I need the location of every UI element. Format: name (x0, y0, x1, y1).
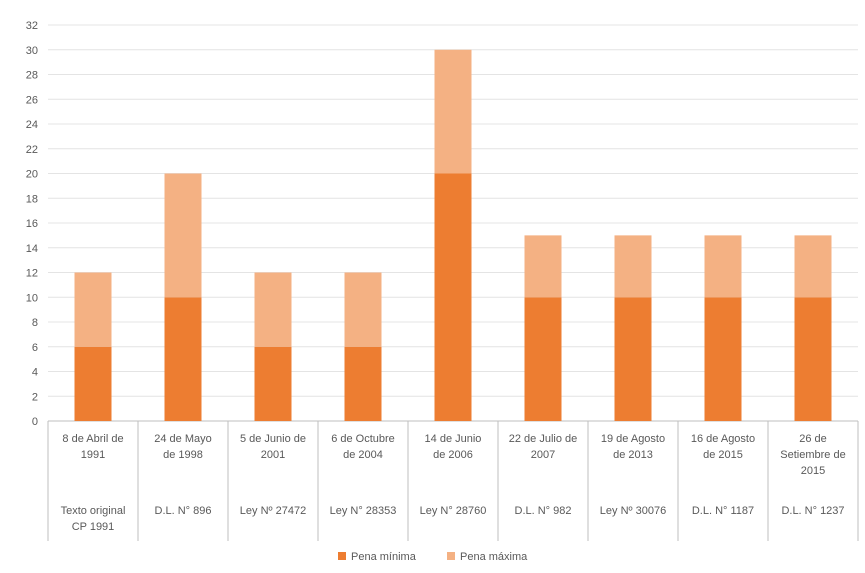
bar-segment (74, 272, 112, 347)
category-date-label: de 2013 (613, 449, 653, 461)
bar-segment (704, 235, 742, 298)
y-tick-label: 24 (26, 119, 38, 131)
category-date-label: 24 de Mayo (154, 433, 211, 445)
category-law-label: D.L. N° 896 (155, 505, 212, 517)
bar-segment (254, 272, 292, 347)
legend-label: Pena máxima (460, 551, 528, 563)
category-date-label: 8 de Abril de (62, 433, 123, 445)
category-date-label: de 1998 (163, 449, 203, 461)
category-date-label: 2001 (261, 449, 285, 461)
bar-segment (344, 272, 382, 347)
bars (74, 49, 832, 421)
category-law-label: D.L. N° 1187 (692, 505, 754, 517)
y-tick-label: 14 (26, 243, 38, 255)
y-tick-label: 0 (32, 416, 38, 428)
y-tick-label: 12 (26, 268, 38, 280)
bar-segment (434, 173, 472, 421)
legend: Pena mínima Pena máxima (338, 551, 528, 563)
category-date-label: de 2006 (433, 449, 473, 461)
y-tick-label: 30 (26, 45, 38, 57)
y-tick-label: 4 (32, 367, 38, 379)
bar-segment (704, 297, 742, 421)
category-date-label: 14 de Junio (425, 433, 482, 445)
category-law-label: Ley N° 28353 (330, 505, 397, 517)
category-date-label: 2007 (531, 449, 555, 461)
y-tick-label: 22 (26, 144, 38, 156)
category-date-label: de 2004 (343, 449, 383, 461)
category-law-label: Ley Nº 27472 (240, 505, 306, 517)
category-date-label: 6 de Octubre (331, 433, 395, 445)
bar-segment (524, 297, 562, 421)
category-date-label: 19 de Agosto (601, 433, 665, 445)
category-date-label: 22 de Julio de (509, 433, 578, 445)
category-date-label: 16 de Agosto (691, 433, 755, 445)
bar-segment (344, 346, 382, 421)
y-tick-label: 18 (26, 193, 38, 205)
legend-swatch (338, 552, 346, 560)
category-date-label: de 2015 (703, 449, 743, 461)
bar-segment (164, 173, 202, 298)
category-date-label: 2015 (801, 465, 825, 477)
y-tick-label: 16 (26, 218, 38, 230)
y-tick-label: 28 (26, 70, 38, 82)
category-law-label: D.L. N° 1237 (781, 505, 844, 517)
y-tick-label: 8 (32, 317, 38, 329)
bar-segment (524, 235, 562, 298)
bar-segment (254, 346, 292, 421)
legend-label: Pena mínima (351, 551, 417, 563)
y-tick-label: 26 (26, 94, 38, 106)
bar-segment (614, 235, 652, 298)
category-date-label: 5 de Junio de (240, 433, 306, 445)
category-law-label: D.L. N° 982 (515, 505, 572, 517)
category-law-label: Ley N° 28760 (420, 505, 487, 517)
category-date-label: Setiembre de (780, 449, 845, 461)
category-table: 8 de Abril de 1991 Texto original CP 1991 24… (47, 421, 859, 541)
bar-segment (74, 346, 112, 421)
category-law-label: CP 1991 (72, 521, 115, 533)
bar-segment (794, 297, 832, 421)
category-date-label: 1991 (81, 449, 105, 461)
category-law-label: Ley Nº 30076 (600, 505, 666, 517)
bar-segment (794, 235, 832, 298)
y-tick-label: 6 (32, 342, 38, 354)
y-tick-label: 20 (26, 169, 38, 181)
bar-segment (614, 297, 652, 421)
category-date-label: 26 de (799, 433, 827, 445)
bar-segment (434, 49, 472, 174)
y-tick-label: 32 (26, 20, 38, 32)
y-tick-label: 10 (26, 292, 38, 304)
bar-segment (164, 297, 202, 421)
y-tick-label: 2 (32, 391, 38, 403)
category-law-label: Texto original (61, 505, 126, 517)
legend-swatch (447, 552, 455, 560)
